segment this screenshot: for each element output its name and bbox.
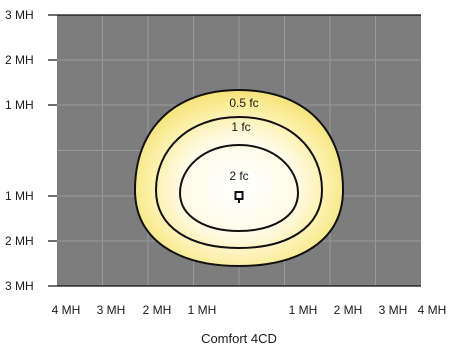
x-axis-label: 2 MH: [334, 303, 363, 317]
plot-frame: [48, 14, 421, 287]
contour-label-0-5fc: 0.5 fc: [229, 96, 258, 110]
y-axis-label: 3 MH: [5, 8, 34, 22]
x-axis-label: 1 MH: [188, 303, 217, 317]
y-axis-label: 2 MH: [5, 234, 34, 248]
x-axis-label: 4 MH: [52, 303, 81, 317]
y-axis-label: 2 MH: [5, 53, 34, 67]
contour-0-5fc: [133, 88, 345, 268]
contour-label-1fc: 1 fc: [231, 120, 250, 134]
x-axis-label: 1 MH: [289, 303, 318, 317]
y-axis-label: 1 MH: [5, 98, 34, 112]
x-axis-label: 3 MH: [97, 303, 126, 317]
y-axis-label: 1 MH: [5, 189, 34, 203]
x-axis-label: 4 MH: [418, 303, 447, 317]
x-axis-label: 3 MH: [379, 303, 408, 317]
figure-caption: Comfort 4CD: [201, 331, 277, 346]
contour-1fc: [154, 115, 324, 250]
luminaire-marker-icon: [234, 191, 244, 203]
contour-2fc: [178, 143, 300, 233]
contour-label-2fc: 2 fc: [229, 169, 248, 183]
y-axis-label: 3 MH: [5, 279, 34, 293]
x-axis-label: 2 MH: [143, 303, 172, 317]
